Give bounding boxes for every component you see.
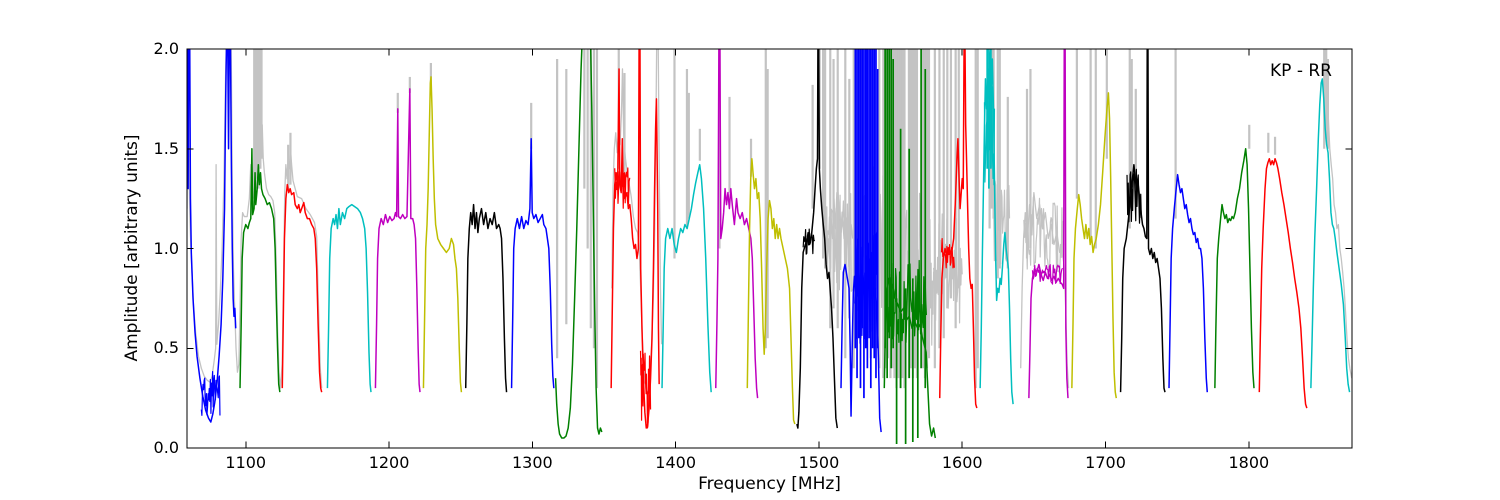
band-09	[589, 49, 603, 435]
x-tick-label: 1800	[1228, 453, 1270, 472]
x-tick-label: 1300	[511, 453, 553, 472]
x-tick-label: 1700	[1085, 453, 1126, 472]
band-04	[326, 203, 372, 393]
y-tick-label: 1.5	[153, 138, 179, 158]
band-11	[661, 163, 712, 393]
band-15	[840, 263, 882, 433]
plot-annotation: KP - RR	[1270, 61, 1332, 81]
x-axis-label: Frequency [MHz]	[698, 474, 841, 494]
band-05	[374, 88, 421, 393]
band-10-noise	[639, 350, 652, 429]
x-tick-label: 1100	[225, 453, 267, 472]
y-tick-label: 0.5	[153, 338, 179, 358]
band-20	[1071, 92, 1118, 399]
x-tick-label: 1400	[655, 453, 696, 472]
band-07	[464, 203, 508, 393]
x-tick-label: 1600	[941, 453, 983, 472]
band-02	[239, 148, 281, 393]
band-22	[1168, 173, 1209, 393]
band-14	[796, 49, 839, 429]
axes-frame	[186, 48, 1353, 449]
band-25	[1310, 78, 1351, 393]
band-16	[883, 277, 937, 439]
band-08	[510, 138, 555, 389]
band-21	[1119, 49, 1166, 393]
gray-trace	[1325, 49, 1352, 379]
band-17	[938, 49, 978, 409]
band-03	[281, 183, 323, 393]
band-23	[1214, 148, 1255, 389]
band-16-noise	[887, 259, 928, 344]
band-18	[979, 58, 1014, 405]
band-06	[422, 76, 463, 393]
x-tick-label: 1500	[798, 453, 840, 472]
band-12	[715, 49, 759, 399]
band-13	[746, 157, 796, 425]
y-tick-label: 1.0	[153, 238, 179, 258]
x-tick-label: 1200	[368, 453, 410, 472]
band-24	[1258, 157, 1308, 409]
gray-noise-trace	[1023, 196, 1065, 273]
y-tick-label: 0.0	[153, 438, 179, 457]
band-10	[610, 49, 660, 429]
band-14-noise	[802, 228, 816, 255]
band-09	[554, 49, 583, 439]
band-19	[1028, 49, 1069, 399]
y-tick-label: 2.0	[153, 39, 179, 58]
band-01	[187, 49, 237, 423]
